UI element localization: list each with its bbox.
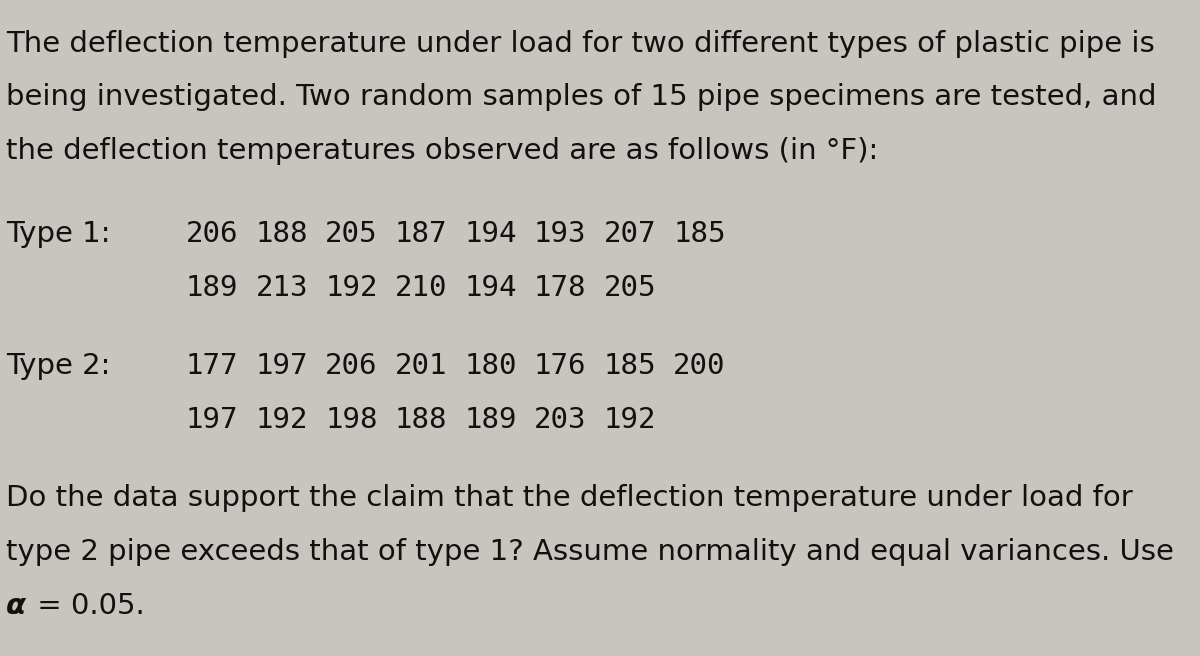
Text: 185: 185 bbox=[673, 220, 726, 249]
Text: The deflection temperature under load for two different types of plastic pipe is: The deflection temperature under load fo… bbox=[6, 30, 1154, 58]
Text: = 0.05.: = 0.05. bbox=[28, 592, 144, 620]
Text: Type 2:: Type 2: bbox=[6, 352, 110, 380]
Text: 192: 192 bbox=[325, 274, 378, 302]
Text: 201: 201 bbox=[395, 352, 448, 380]
Text: 198: 198 bbox=[325, 406, 378, 434]
Text: 194: 194 bbox=[464, 220, 517, 249]
Text: type 2 pipe exceeds that of type 1? Assume normality and equal variances. Use: type 2 pipe exceeds that of type 1? Assu… bbox=[6, 538, 1174, 566]
Text: 197: 197 bbox=[256, 352, 308, 380]
Text: 193: 193 bbox=[534, 220, 587, 249]
Text: 176: 176 bbox=[534, 352, 587, 380]
Text: 205: 205 bbox=[325, 220, 378, 249]
Text: being investigated. Two random samples of 15 pipe specimens are tested, and: being investigated. Two random samples o… bbox=[6, 83, 1157, 112]
Text: 185: 185 bbox=[604, 352, 656, 380]
Text: the deflection temperatures observed are as follows (in °F):: the deflection temperatures observed are… bbox=[6, 137, 878, 165]
Text: 206: 206 bbox=[325, 352, 378, 380]
Text: 194: 194 bbox=[464, 274, 517, 302]
Text: 187: 187 bbox=[395, 220, 448, 249]
Text: 192: 192 bbox=[604, 406, 656, 434]
Text: 178: 178 bbox=[534, 274, 587, 302]
Text: 197: 197 bbox=[186, 406, 239, 434]
Text: 210: 210 bbox=[395, 274, 448, 302]
Text: 203: 203 bbox=[534, 406, 587, 434]
Text: 205: 205 bbox=[604, 274, 656, 302]
Text: α: α bbox=[6, 592, 26, 620]
Text: 180: 180 bbox=[464, 352, 517, 380]
Text: 192: 192 bbox=[256, 406, 308, 434]
Text: Type 1:: Type 1: bbox=[6, 220, 110, 249]
Text: 177: 177 bbox=[186, 352, 239, 380]
Text: 188: 188 bbox=[256, 220, 308, 249]
Text: 213: 213 bbox=[256, 274, 308, 302]
Text: 206: 206 bbox=[186, 220, 239, 249]
Text: 189: 189 bbox=[464, 406, 517, 434]
Text: 188: 188 bbox=[395, 406, 448, 434]
Text: 200: 200 bbox=[673, 352, 726, 380]
Text: 207: 207 bbox=[604, 220, 656, 249]
Text: Do the data support the claim that the deflection temperature under load for: Do the data support the claim that the d… bbox=[6, 484, 1133, 512]
Text: 189: 189 bbox=[186, 274, 239, 302]
